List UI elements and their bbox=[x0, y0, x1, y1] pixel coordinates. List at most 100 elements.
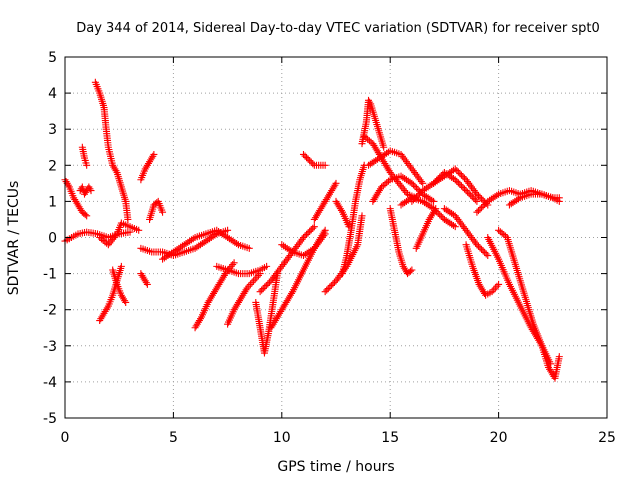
data-point bbox=[264, 280, 272, 288]
data-point bbox=[306, 157, 314, 165]
data-point bbox=[384, 177, 392, 185]
data-point bbox=[303, 230, 311, 238]
data-point bbox=[459, 173, 467, 181]
series-track-q bbox=[252, 270, 281, 357]
x-tick-label: 10 bbox=[273, 430, 291, 446]
series-track-e bbox=[91, 78, 132, 223]
series-track-aj bbox=[462, 241, 503, 299]
data-point bbox=[381, 180, 389, 188]
y-tick-label: -2 bbox=[43, 303, 57, 319]
data-point bbox=[471, 196, 479, 204]
series-track-am bbox=[495, 226, 563, 382]
data-point bbox=[253, 273, 261, 281]
series-track-y bbox=[339, 161, 368, 278]
data-point bbox=[329, 280, 337, 288]
data-point bbox=[379, 182, 387, 190]
data-point bbox=[299, 234, 307, 241]
x-tick-label: 20 bbox=[490, 430, 508, 446]
data-point bbox=[306, 227, 314, 235]
series-track-v bbox=[310, 179, 340, 223]
data-point bbox=[409, 196, 417, 204]
data-point bbox=[261, 283, 269, 291]
series-track-o bbox=[213, 262, 271, 278]
data-point bbox=[476, 205, 484, 213]
series-track-c bbox=[76, 183, 95, 198]
data-point bbox=[500, 231, 508, 239]
data-point bbox=[256, 288, 264, 296]
data-point bbox=[358, 212, 366, 220]
x-tick-label: 25 bbox=[598, 430, 616, 446]
data-point bbox=[419, 179, 427, 187]
data-point bbox=[451, 176, 459, 184]
data-point bbox=[473, 197, 481, 205]
data-point bbox=[413, 184, 421, 192]
data-point bbox=[495, 280, 503, 288]
series-track-u bbox=[299, 150, 329, 169]
y-tick-label: -5 bbox=[43, 411, 57, 427]
data-point bbox=[474, 207, 482, 215]
data-point bbox=[495, 226, 503, 234]
series-track-ak bbox=[473, 187, 563, 216]
data-point bbox=[467, 191, 475, 199]
data-point bbox=[476, 193, 484, 201]
data-point bbox=[321, 230, 329, 238]
series-track-p bbox=[224, 270, 264, 328]
data-point bbox=[456, 180, 464, 188]
data-point bbox=[135, 226, 143, 234]
series-track-ab bbox=[365, 147, 427, 187]
data-point bbox=[481, 248, 489, 256]
data-point bbox=[453, 166, 461, 174]
data-point bbox=[324, 285, 332, 293]
data-point bbox=[454, 168, 462, 176]
data-point bbox=[307, 226, 315, 234]
y-tick-label: -4 bbox=[43, 375, 57, 391]
data-point bbox=[304, 229, 312, 237]
data-point bbox=[451, 165, 459, 173]
data-point bbox=[478, 195, 486, 203]
y-tick-label: 5 bbox=[48, 50, 57, 66]
data-point bbox=[309, 160, 317, 168]
chart-title: Day 344 of 2014, Sidereal Day-to-day VTE… bbox=[76, 21, 600, 36]
data-point bbox=[414, 191, 422, 199]
data-point bbox=[451, 223, 459, 231]
series-track-ae bbox=[397, 194, 459, 231]
series-track-an bbox=[505, 190, 563, 209]
data-point bbox=[461, 185, 469, 193]
data-point bbox=[482, 250, 490, 258]
data-point bbox=[456, 170, 464, 178]
series-track-k bbox=[146, 197, 167, 223]
data-point bbox=[262, 281, 270, 289]
series-track-g bbox=[96, 219, 143, 249]
series-track-ai bbox=[440, 205, 492, 260]
data-point bbox=[323, 286, 331, 294]
data-point bbox=[408, 266, 416, 274]
data-point bbox=[321, 161, 329, 169]
y-axis-label: SDTVAR / TECUs bbox=[6, 181, 22, 296]
data-point bbox=[301, 232, 309, 240]
data-point bbox=[496, 228, 504, 236]
data-point bbox=[245, 244, 253, 252]
series-track-x bbox=[332, 197, 353, 231]
data-point bbox=[301, 152, 309, 160]
data-point bbox=[430, 197, 438, 205]
data-point bbox=[479, 247, 487, 255]
data-point bbox=[97, 235, 105, 243]
data-point bbox=[96, 234, 104, 241]
data-point bbox=[224, 226, 232, 234]
data-point bbox=[259, 285, 267, 293]
series-track-i bbox=[137, 150, 158, 184]
data-point bbox=[364, 135, 372, 143]
data-points bbox=[61, 78, 563, 382]
data-point bbox=[83, 212, 91, 220]
data-point bbox=[409, 181, 417, 189]
data-point bbox=[468, 193, 476, 201]
series-track-t bbox=[278, 230, 329, 260]
data-point bbox=[434, 209, 442, 217]
data-point bbox=[474, 192, 482, 200]
data-point bbox=[479, 202, 487, 210]
data-point bbox=[87, 187, 95, 195]
data-point bbox=[332, 179, 340, 187]
x-tick-labels: 0 5 10 15 20 25 bbox=[61, 430, 616, 446]
data-point bbox=[256, 270, 264, 278]
